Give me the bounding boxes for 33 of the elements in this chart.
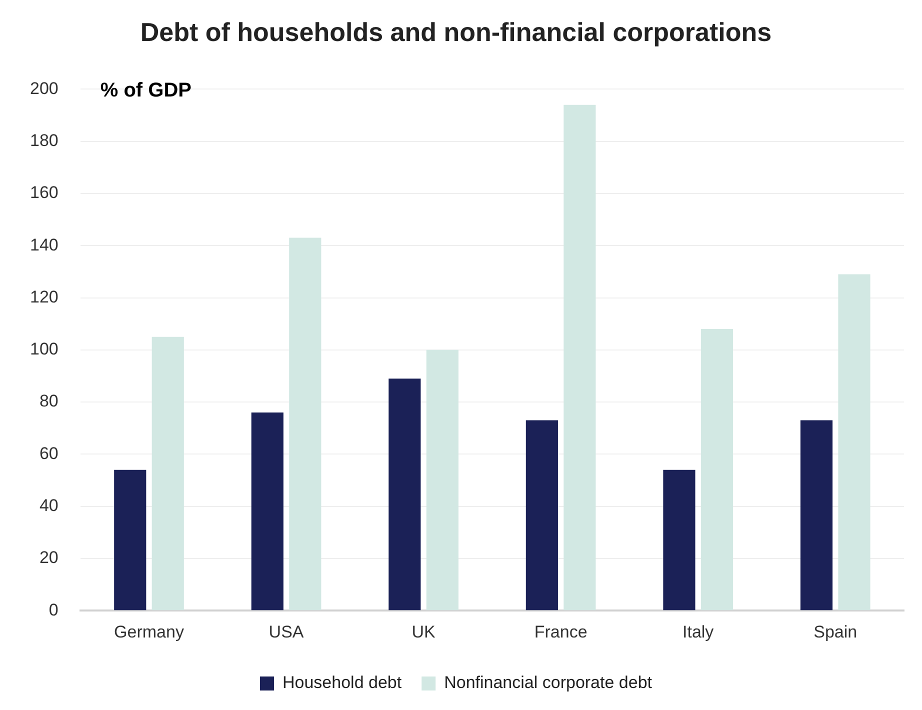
y-tick-label: 200 (30, 78, 58, 98)
bar (152, 336, 184, 610)
y-tick-label: 60 (39, 444, 58, 463)
bar (251, 412, 284, 610)
legend-label: Nonfinancial corporate debt (444, 673, 652, 692)
y-axis-title: % of GDP (100, 80, 192, 102)
x-tick-label: USA (268, 622, 304, 642)
x-tick-label: France (534, 622, 588, 642)
y-tick-label: 140 (30, 235, 58, 254)
x-tick-label: UK (412, 622, 436, 642)
y-tick-label: 40 (39, 496, 58, 516)
y-tick-label: 160 (30, 183, 58, 202)
bar (526, 420, 558, 610)
y-tick-label: 80 (39, 392, 58, 411)
y-tick-label: 0 (48, 600, 58, 620)
legend-label: Household debt (282, 673, 402, 692)
bar (114, 470, 146, 610)
bar (838, 274, 870, 610)
x-tick-label: Spain (814, 622, 858, 642)
bar (388, 378, 421, 610)
x-tick-label: Germany (114, 622, 184, 642)
bar (289, 238, 322, 610)
bar (700, 329, 734, 610)
bar (663, 470, 696, 610)
bar (564, 104, 596, 610)
y-tick-label: 120 (30, 287, 58, 306)
bar (800, 420, 833, 610)
y-tick-label: 20 (39, 548, 58, 568)
y-tick-label: 100 (30, 340, 58, 359)
x-tick-label: Italy (682, 622, 714, 642)
y-tick-label: 180 (30, 131, 58, 150)
bar (426, 350, 458, 610)
chart-title: Debt of households and non-financial corporations (140, 16, 772, 47)
